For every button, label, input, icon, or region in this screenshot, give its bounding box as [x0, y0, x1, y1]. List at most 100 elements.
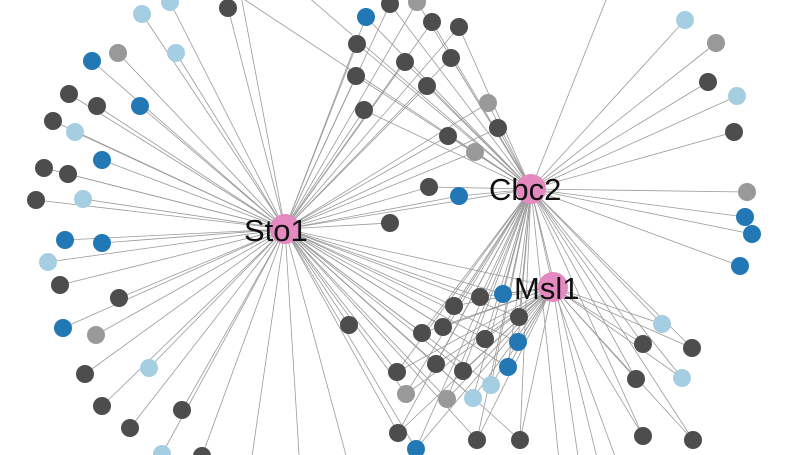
edge — [284, 222, 391, 230]
network-node — [59, 165, 77, 183]
network-node — [54, 319, 72, 337]
network-node — [340, 316, 358, 334]
edge — [530, 188, 663, 325]
edge — [507, 286, 554, 368]
edge — [530, 188, 753, 235]
edge — [530, 95, 738, 190]
edge — [175, 52, 286, 230]
network-node — [489, 119, 507, 137]
edge — [284, 102, 489, 230]
edge — [415, 286, 554, 450]
edge — [284, 85, 428, 230]
network-node — [388, 363, 406, 381]
edge — [530, 188, 559, 455]
network-node — [511, 431, 529, 449]
edge — [251, 228, 286, 455]
network-node — [110, 289, 128, 307]
network-node — [673, 369, 691, 387]
edge — [59, 228, 286, 286]
edge — [181, 228, 286, 411]
edge — [284, 61, 406, 230]
network-node — [634, 335, 652, 353]
edge — [101, 228, 286, 407]
edge — [462, 188, 532, 372]
edge — [129, 228, 286, 429]
edge — [284, 228, 464, 372]
edge — [530, 188, 746, 218]
edge — [284, 228, 509, 368]
network-node — [87, 326, 105, 344]
hub-label-sto1: Sto1 — [244, 213, 308, 248]
edge — [365, 16, 532, 190]
network-node — [397, 385, 415, 403]
edge — [530, 42, 717, 190]
network-node — [153, 445, 171, 455]
edge — [284, 127, 499, 230]
edge — [95, 228, 286, 336]
network-node — [738, 183, 756, 201]
network-node — [355, 101, 373, 119]
edge — [74, 131, 286, 230]
network-node — [728, 87, 746, 105]
network-node — [509, 333, 527, 351]
network-node — [51, 276, 69, 294]
network-node — [357, 8, 375, 26]
network-node — [468, 431, 486, 449]
edge — [284, 151, 476, 230]
edge — [284, 228, 407, 395]
edge — [241, 0, 286, 230]
edge — [284, 195, 460, 230]
hub-labels: Sto1 Cbc2 Msl1 — [244, 172, 579, 306]
edge — [284, 228, 486, 340]
network-node — [88, 97, 106, 115]
network-node — [35, 159, 53, 177]
edge — [397, 188, 532, 434]
network-node — [27, 191, 45, 209]
edge — [101, 159, 286, 230]
edge — [552, 286, 663, 325]
edge — [552, 286, 644, 437]
network-node — [743, 225, 761, 243]
hub-node-sto1 — [270, 214, 300, 244]
edge — [530, 188, 637, 380]
network-node — [445, 297, 463, 315]
edge — [530, 81, 709, 190]
edge — [428, 186, 532, 190]
edge — [435, 286, 554, 365]
edge — [227, 7, 286, 230]
edge — [284, 228, 399, 434]
network-node — [427, 355, 445, 373]
edge — [446, 286, 554, 400]
network-node — [683, 339, 701, 357]
network-node — [167, 44, 185, 62]
edge — [139, 105, 286, 230]
edge — [62, 228, 286, 329]
edge-sto1-msl1 — [284, 228, 554, 288]
edge — [552, 286, 644, 345]
network-node — [381, 214, 399, 232]
network-node — [707, 34, 725, 52]
network-node — [482, 376, 500, 394]
network-node — [219, 0, 237, 17]
edge — [479, 188, 532, 298]
network-node — [133, 5, 151, 23]
edge — [118, 228, 286, 299]
edge — [530, 188, 694, 441]
edge — [552, 286, 693, 349]
network-node — [131, 97, 149, 115]
network-node — [93, 151, 111, 169]
edge — [530, 188, 597, 455]
edge — [530, 188, 644, 437]
edge — [284, 228, 398, 373]
edge — [530, 131, 735, 190]
network-node — [418, 77, 436, 95]
edge — [552, 286, 694, 441]
network-node — [407, 440, 425, 455]
network-node — [634, 427, 652, 445]
edge — [530, 188, 683, 379]
network-node — [627, 370, 645, 388]
hub-label-msl1: Msl1 — [514, 271, 579, 306]
network-node — [499, 358, 517, 376]
edge — [487, 102, 532, 190]
